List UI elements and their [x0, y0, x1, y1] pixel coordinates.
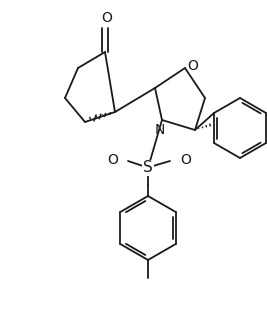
Text: S: S [143, 160, 153, 175]
Text: O: O [187, 59, 198, 73]
Text: O: O [107, 153, 118, 167]
Text: N: N [155, 123, 165, 137]
Text: O: O [101, 11, 112, 25]
Text: O: O [180, 153, 191, 167]
